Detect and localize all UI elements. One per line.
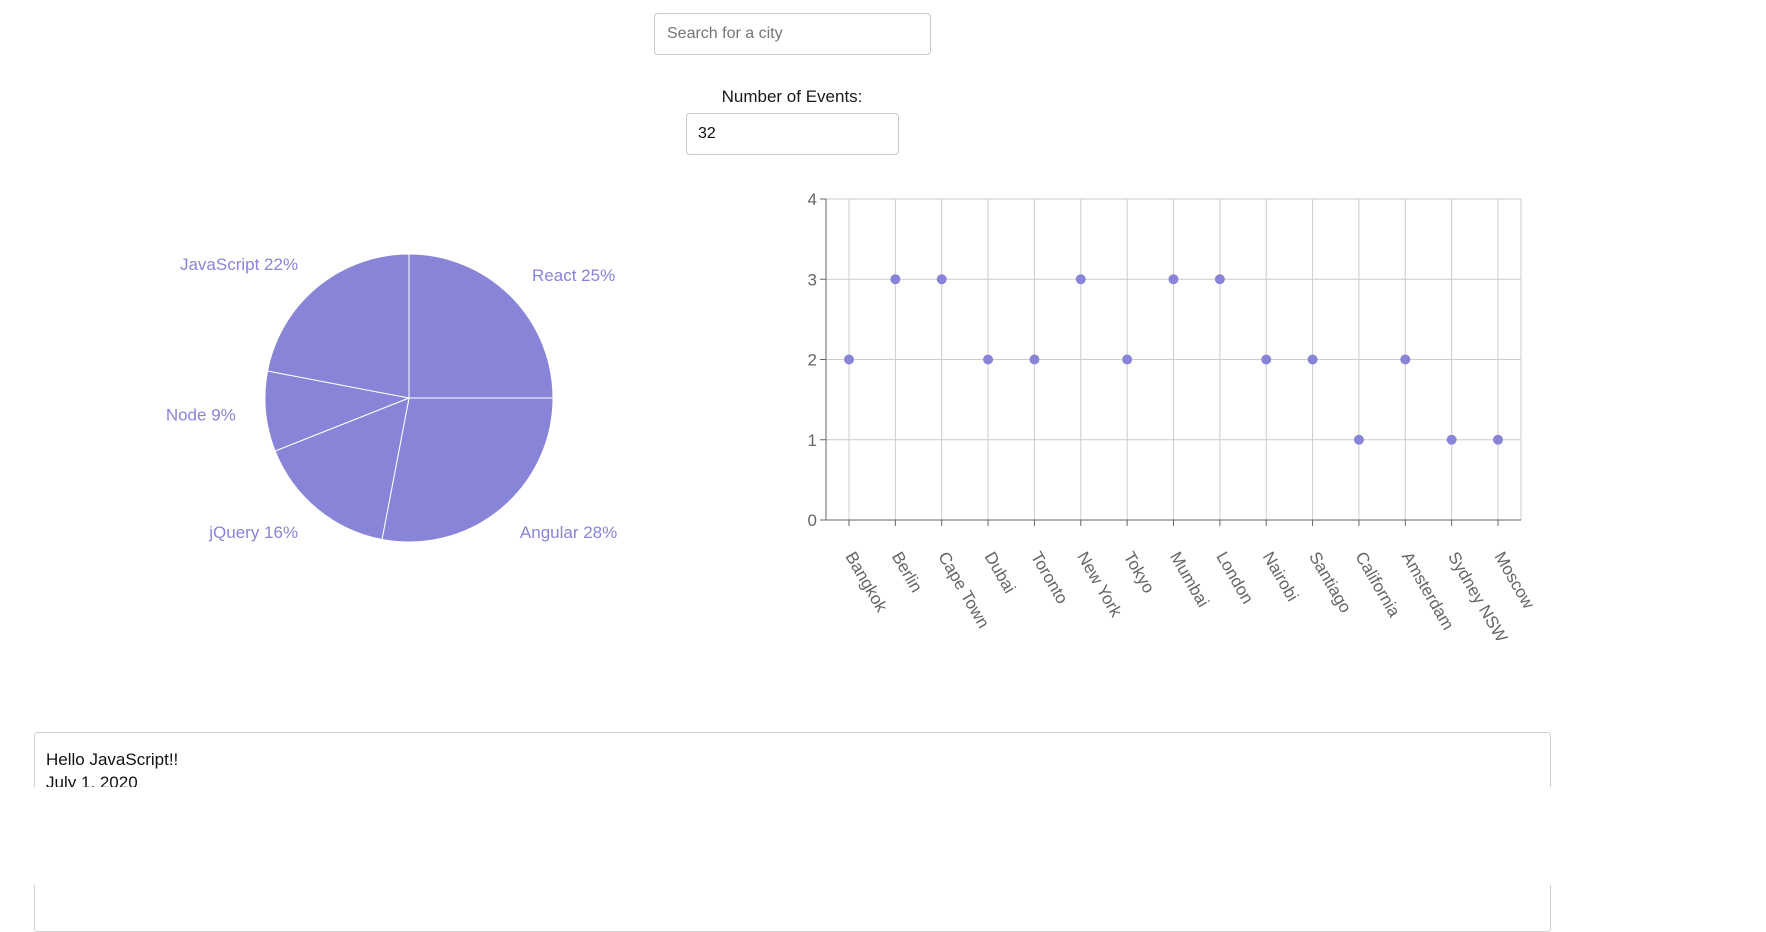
scatter-point[interactable]: [1214, 274, 1225, 285]
pie-label-jquery: jQuery 16%: [208, 523, 298, 542]
scatter-point[interactable]: [1168, 274, 1179, 285]
x-tick-label: Toronto: [1027, 549, 1072, 608]
scatter-point[interactable]: [890, 274, 901, 285]
pie-slice-node[interactable]: [264, 370, 411, 452]
pie-slice-javascript[interactable]: [266, 253, 410, 399]
x-tick-label: Bangkok: [842, 549, 892, 616]
pie-slice-react[interactable]: [408, 253, 554, 399]
y-tick-label: 4: [808, 190, 817, 209]
pie-label-node: Node 9%: [166, 405, 236, 424]
scatter-point[interactable]: [1261, 354, 1272, 365]
number-of-events-label: Number of Events:: [721, 87, 863, 106]
scatter-point[interactable]: [1446, 434, 1457, 445]
event-title: Hello JavaScript!!: [46, 750, 179, 769]
number-of-events-input[interactable]: [686, 113, 899, 155]
x-tick-label: New York: [1073, 549, 1126, 621]
pie-slice-angular[interactable]: [381, 397, 554, 543]
pie-label-angular: Angular 28%: [520, 523, 617, 542]
y-tick-label: 0: [808, 511, 817, 530]
x-tick-label: Mumbai: [1166, 549, 1213, 611]
x-tick-label: Dubai: [981, 549, 1020, 597]
scatter-point[interactable]: [1307, 354, 1318, 365]
scatter-point[interactable]: [1493, 434, 1503, 445]
y-tick-label: 3: [808, 270, 817, 289]
city-search-input[interactable]: [654, 13, 931, 55]
y-tick-label: 1: [808, 431, 817, 450]
scatter-point[interactable]: [1122, 354, 1133, 365]
x-tick-label: Santiago: [1305, 549, 1355, 617]
x-tick-label: Moscow: [1491, 549, 1539, 613]
viewport-bottom-edge: [0, 787, 1766, 885]
x-tick-label: London: [1212, 549, 1257, 608]
scatter-point[interactable]: [983, 354, 994, 365]
x-tick-label: Nairobi: [1259, 549, 1302, 605]
x-tick-label: Tokyo: [1120, 549, 1159, 597]
y-tick-label: 2: [808, 351, 817, 370]
scatter-point[interactable]: [1353, 434, 1364, 445]
x-tick-label: California: [1351, 549, 1404, 621]
scatter-point[interactable]: [1400, 354, 1411, 365]
scatter-point[interactable]: [936, 274, 947, 285]
pie-label-react: React 25%: [532, 266, 615, 285]
language-pie-chart: React 25% Angular 28% jQuery 16% Node 9% Jav…: [166, 253, 617, 543]
x-tick-label: Berlin: [888, 549, 926, 596]
pie-slice-jquery[interactable]: [274, 397, 410, 541]
scatter-point[interactable]: [1075, 274, 1086, 285]
scatter-point[interactable]: [844, 354, 854, 365]
scatter-point[interactable]: [1029, 354, 1040, 365]
pie-label-javascript: JavaScript 22%: [180, 255, 298, 274]
